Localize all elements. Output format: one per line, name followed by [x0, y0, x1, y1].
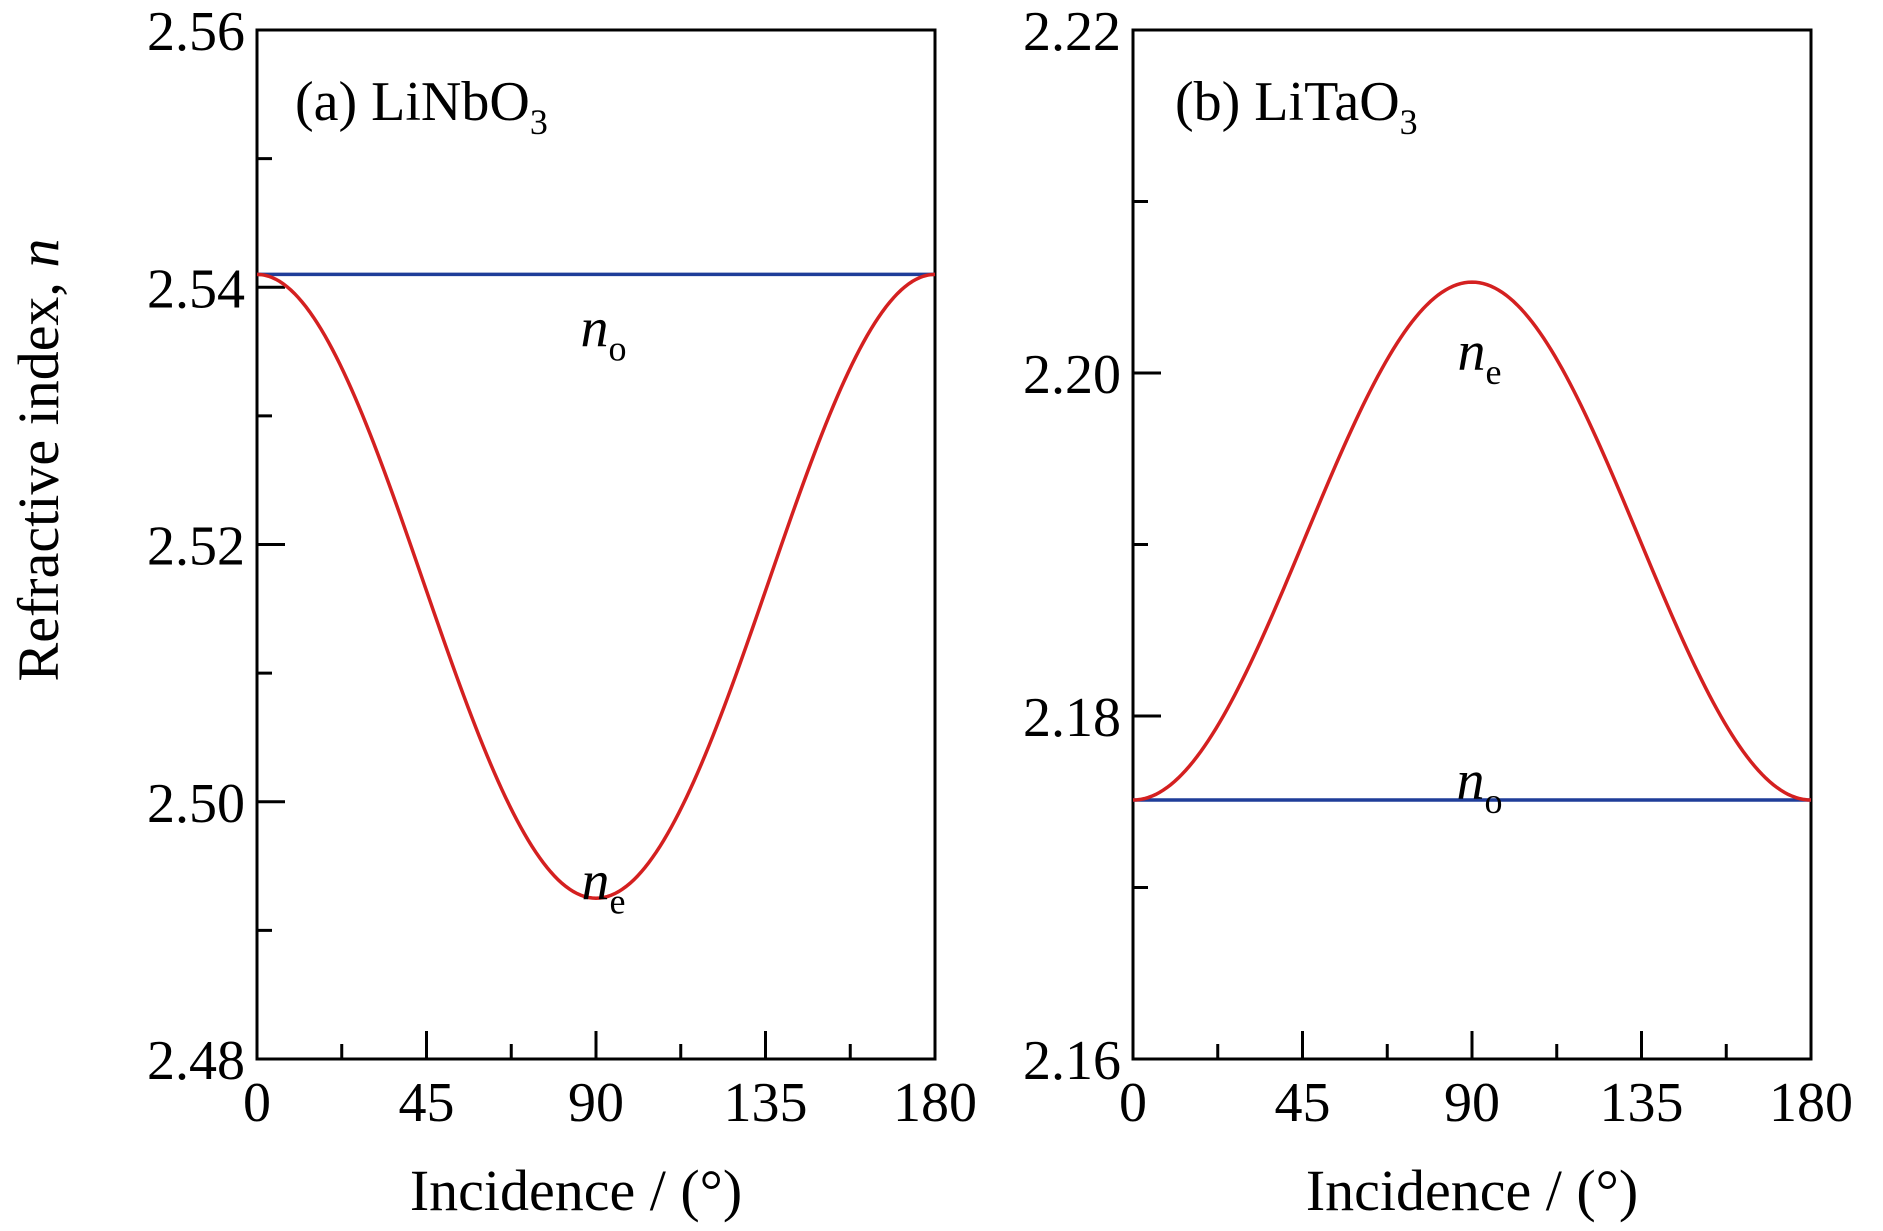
x-tick-label-b: 90	[1444, 1072, 1500, 1134]
label-n_e-b: ne	[1458, 321, 1502, 392]
panel-label-b: (b) LiTaO3	[1175, 71, 1418, 142]
x-tick-label-b: 180	[1769, 1072, 1853, 1134]
curves-a: no ne	[256, 272, 936, 922]
y-tick-label-b: 2.18	[1023, 687, 1121, 749]
y-tick-label-a: 2.54	[147, 258, 245, 320]
x-tick-label-a: 180	[893, 1072, 977, 1134]
x-tick-label-b: 45	[1275, 1072, 1331, 1134]
label-n_o-a: no	[581, 298, 627, 369]
y-tick-label-b: 2.22	[1023, 1, 1121, 63]
panel-a: 0 45 90 135 180 2.48 2.50 2.52 2.54 2.56 no ne (a)…	[147, 1, 977, 1223]
x-tick-label-b: 135	[1600, 1072, 1684, 1134]
ticks-a: 0 45 90 135 180 2.48 2.50 2.52 2.54 2.56	[147, 1, 977, 1134]
y-tick-label-a: 2.50	[147, 773, 245, 835]
y-tick-label-a: 2.56	[147, 1, 245, 63]
series-n_e-b	[1132, 280, 1812, 802]
y-tick-label-b: 2.20	[1023, 344, 1121, 406]
y-tick-label-a: 2.52	[147, 516, 245, 578]
curves-b: no ne	[1132, 280, 1812, 821]
x-tick-label-b: 0	[1119, 1072, 1147, 1134]
y-axis-label: Refractive index, n	[6, 239, 71, 682]
ticks-b: 0 45 90 135 180 2.16 2.18 2.20 2.22	[1023, 1, 1853, 1134]
series-n_e-a	[256, 272, 936, 900]
x-tick-label-a: 135	[724, 1072, 808, 1134]
panel-b: 0 45 90 135 180 2.16 2.18 2.20 2.22 no ne (b) LiT…	[1023, 1, 1853, 1223]
label-n_o-b: no	[1457, 750, 1503, 821]
x-tick-label-a: 90	[568, 1072, 624, 1134]
x-tick-label-a: 45	[399, 1072, 455, 1134]
x-tick-label-a: 0	[243, 1072, 271, 1134]
y-tick-label-b: 2.16	[1023, 1030, 1121, 1092]
y-tick-label-a: 2.48	[147, 1030, 245, 1092]
x-axis-label-b: Incidence / (°)	[1306, 1158, 1638, 1223]
panel-label-a: (a) LiNbO3	[295, 71, 548, 142]
label-n_e-a: ne	[582, 851, 626, 922]
plot-frame-b	[1131, 28, 1813, 1061]
x-axis-label-a: Incidence / (°)	[410, 1158, 742, 1223]
